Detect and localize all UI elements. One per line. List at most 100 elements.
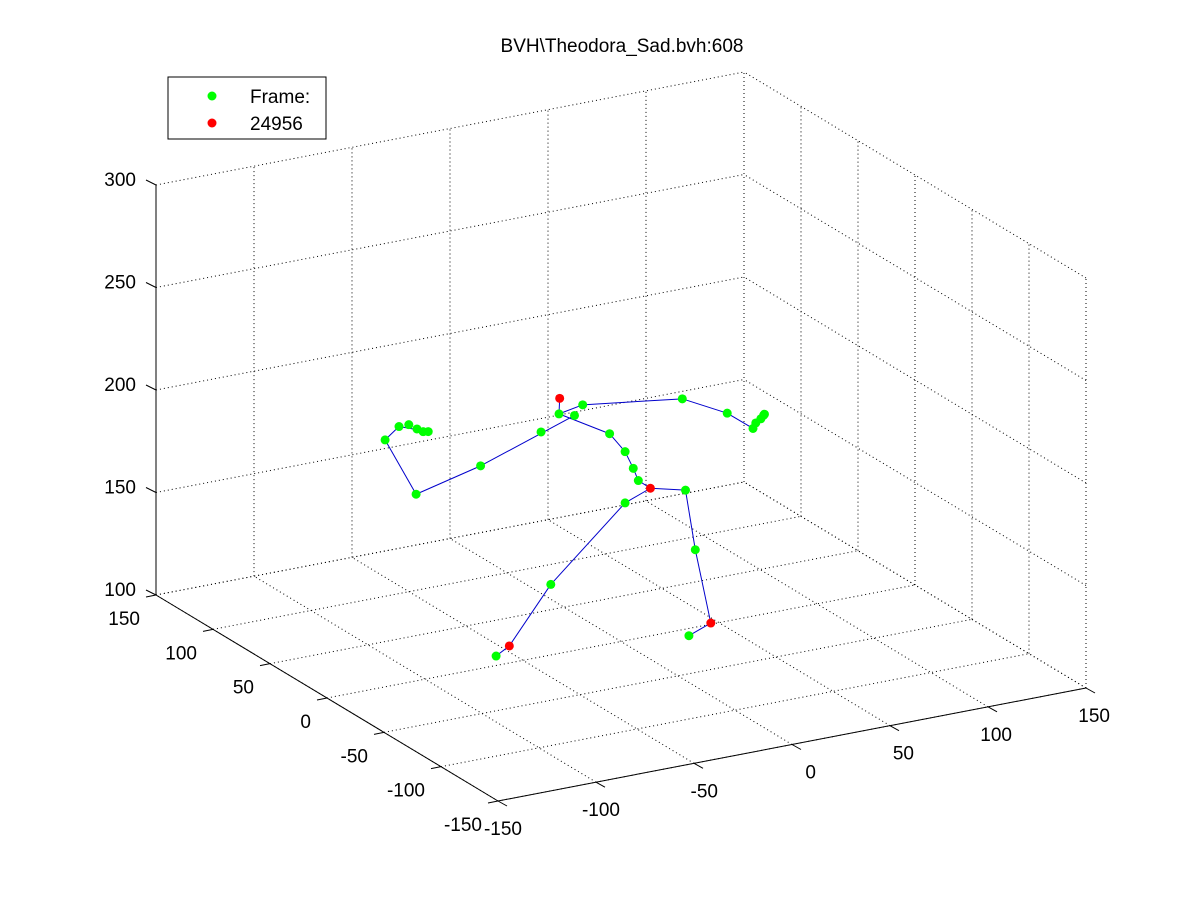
z-tick-mark <box>145 589 157 596</box>
legend-box <box>167 76 327 140</box>
joint-point <box>722 408 732 418</box>
joint-point <box>759 409 769 419</box>
y-tick-label: -150 <box>444 815 482 836</box>
x-tick-mark <box>595 781 606 788</box>
grid-line-side-z <box>743 174 1087 381</box>
grid-line-side-z <box>743 276 1087 484</box>
skeleton-bone <box>508 584 552 647</box>
joint-point <box>404 420 414 430</box>
grid-line-back-z <box>155 174 745 288</box>
chart-title: BVH\Theodora_Sad.bvh:608 <box>501 36 744 57</box>
z-tick-mark <box>145 384 157 391</box>
joint-point <box>554 409 564 419</box>
joint-point <box>570 410 579 420</box>
legend-label-number: 24956 <box>250 114 303 135</box>
y-tick-label: -50 <box>341 746 368 767</box>
grid-line-side-z <box>743 71 1087 279</box>
grid-line-floor-y <box>269 550 859 665</box>
grid-line-floor-x <box>645 500 989 708</box>
joint-point <box>684 631 694 641</box>
skeleton-bone <box>685 490 696 550</box>
joint-point <box>628 463 638 473</box>
z-tick-label: 100 <box>104 580 136 601</box>
end-joint-point <box>706 618 716 628</box>
joint-point <box>620 498 630 508</box>
joint-point <box>690 545 700 555</box>
joint-point <box>411 489 421 499</box>
x-tick-label: 150 <box>1078 706 1110 727</box>
y-tick-mark <box>202 628 214 632</box>
x-tick-label: 100 <box>980 725 1012 746</box>
joint-point <box>380 435 390 445</box>
x-tick-mark <box>497 800 508 807</box>
skeleton-bone <box>558 413 610 435</box>
joint-point <box>605 429 615 439</box>
grid-line-floor-y <box>383 618 973 733</box>
joint-point <box>491 651 501 661</box>
grid-line-floor-x <box>449 538 793 745</box>
skeleton-bone <box>384 439 417 495</box>
z-tick-label: 300 <box>104 170 136 191</box>
grid-line-floor-y <box>440 653 1030 768</box>
z-tick-mark <box>145 179 157 186</box>
x-tick-mark <box>791 744 802 750</box>
x-tick-mark <box>987 706 998 713</box>
grid-lines <box>155 71 1087 802</box>
joint-point <box>681 485 690 495</box>
axis-lines <box>145 179 1096 807</box>
end-joint-point <box>555 393 565 403</box>
x-tick-label: -100 <box>582 800 620 821</box>
x-tick-label: 0 <box>805 763 816 784</box>
grid-line-floor-y <box>326 584 916 699</box>
grid-line-side-z <box>743 481 1087 689</box>
y-tick-label: -100 <box>387 781 425 802</box>
z-tick-label: 250 <box>104 273 136 294</box>
joint-point <box>677 394 687 404</box>
y-tick-label: 0 <box>300 712 311 733</box>
x-tick-mark <box>1085 687 1096 694</box>
legend-marker-frame <box>207 91 217 101</box>
end-joint-point <box>504 641 514 651</box>
grid-line-side-z <box>743 379 1087 586</box>
skeleton-bones <box>384 398 765 657</box>
y-tick-label: 150 <box>108 609 140 630</box>
skeleton-bone <box>624 487 651 504</box>
z-tick-label: 200 <box>104 375 136 396</box>
y-tick-mark <box>316 697 328 701</box>
skeleton-bone <box>650 487 686 491</box>
skeleton-bone <box>694 549 712 624</box>
joint-point <box>536 427 546 437</box>
joint-point <box>476 461 486 471</box>
end-joint-point <box>645 483 655 493</box>
y-tick-mark <box>145 594 157 598</box>
y-tick-mark <box>487 800 499 804</box>
joint-point <box>633 476 643 486</box>
x-tick-mark <box>889 725 900 732</box>
x-tick-label: -50 <box>691 781 718 802</box>
y-tick-mark <box>259 663 271 667</box>
y-tick-label: 50 <box>233 678 254 699</box>
x-tick-label: -150 <box>484 819 522 840</box>
z-tick-mark <box>145 487 157 493</box>
y-tick-mark <box>430 766 442 770</box>
x-tick-labels: -150 -100 -50 0 50 100 150 <box>484 706 1110 840</box>
legend-label-frame: Frame: <box>250 87 310 108</box>
x-tick-mark <box>693 762 704 769</box>
skeleton-bone <box>682 398 728 414</box>
joint-point <box>394 422 404 432</box>
joint-point <box>620 447 630 457</box>
joint-point <box>546 579 556 589</box>
skeleton-joints <box>380 393 769 661</box>
skeleton-bone <box>582 398 683 406</box>
z-tick-mark <box>145 282 157 288</box>
skeleton-bone <box>726 412 754 429</box>
legend-marker-number <box>207 118 217 128</box>
x-tick-label: 50 <box>893 744 914 765</box>
grid-line-floor-x <box>547 519 891 727</box>
skeleton-bone <box>480 415 575 467</box>
z-tick-labels: 100 150 200 250 300 <box>104 170 136 601</box>
y-tick-labels: -150 -100 -50 0 50 100 150 <box>108 609 482 836</box>
legend: Frame: 24956 <box>167 76 327 140</box>
y-tick-label: 100 <box>165 643 197 664</box>
